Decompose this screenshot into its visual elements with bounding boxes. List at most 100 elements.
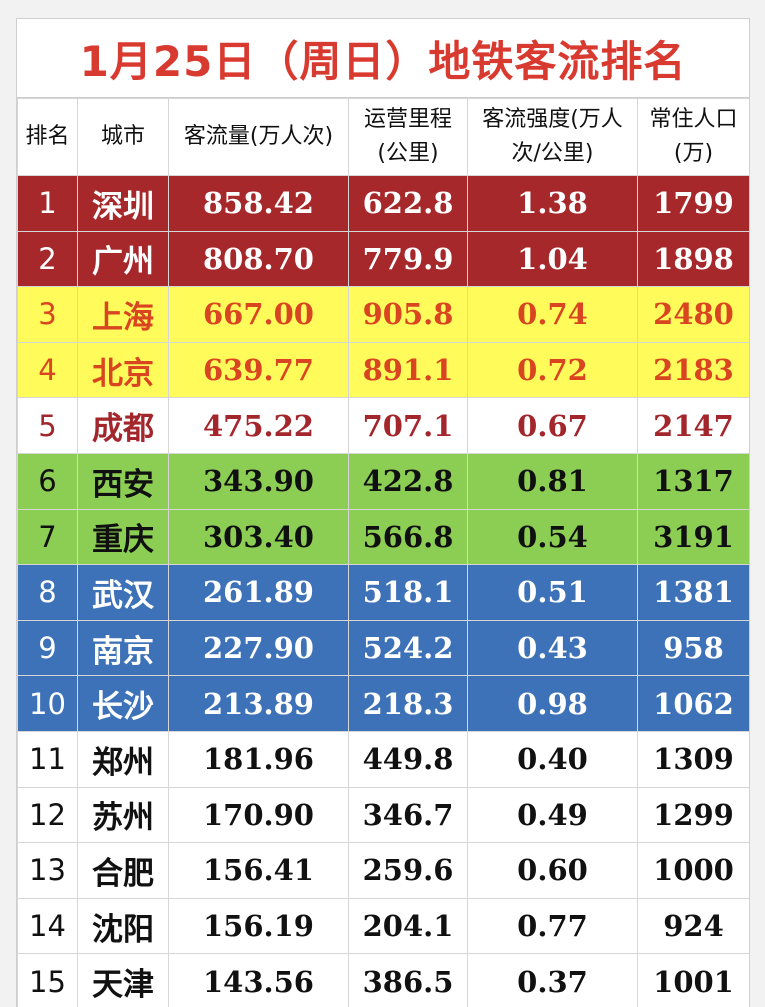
page-title: 1月25日（周日）地铁客流排名 bbox=[17, 19, 749, 98]
flow-cell: 181.96 bbox=[169, 731, 349, 787]
population-cell: 2183 bbox=[638, 342, 750, 398]
rank-cell: 1 bbox=[18, 176, 78, 232]
mileage-cell: 386.5 bbox=[349, 954, 468, 1007]
ranking-card: 1月25日（周日）地铁客流排名 排名 城市 客流量(万人次) 运营里程 (公里)… bbox=[16, 18, 750, 1007]
mileage-cell: 218.3 bbox=[349, 676, 468, 732]
header-intensity: 客流强度(万人 次/公里) bbox=[468, 99, 638, 176]
city-cell: 沈阳 bbox=[78, 898, 169, 954]
mileage-cell: 449.8 bbox=[349, 731, 468, 787]
population-cell: 1309 bbox=[638, 731, 750, 787]
flow-cell: 261.89 bbox=[169, 565, 349, 621]
flow-cell: 170.90 bbox=[169, 787, 349, 843]
intensity-cell: 0.60 bbox=[468, 843, 638, 899]
mileage-cell: 204.1 bbox=[349, 898, 468, 954]
population-cell: 3191 bbox=[638, 509, 750, 565]
intensity-cell: 0.49 bbox=[468, 787, 638, 843]
population-cell: 1299 bbox=[638, 787, 750, 843]
mileage-cell: 346.7 bbox=[349, 787, 468, 843]
population-cell: 1381 bbox=[638, 565, 750, 621]
city-cell: 广州 bbox=[78, 231, 169, 287]
mileage-cell: 707.1 bbox=[349, 398, 468, 454]
rank-cell: 13 bbox=[18, 843, 78, 899]
mileage-cell: 779.9 bbox=[349, 231, 468, 287]
intensity-cell: 1.04 bbox=[468, 231, 638, 287]
mileage-cell: 259.6 bbox=[349, 843, 468, 899]
flow-cell: 213.89 bbox=[169, 676, 349, 732]
mileage-cell: 518.1 bbox=[349, 565, 468, 621]
intensity-cell: 0.77 bbox=[468, 898, 638, 954]
table-header-row: 排名 城市 客流量(万人次) 运营里程 (公里) 客流强度(万人 次/公里) 常… bbox=[18, 99, 750, 176]
flow-cell: 858.42 bbox=[169, 176, 349, 232]
rank-cell: 5 bbox=[18, 398, 78, 454]
mileage-cell: 891.1 bbox=[349, 342, 468, 398]
rank-cell: 15 bbox=[18, 954, 78, 1007]
mileage-cell: 905.8 bbox=[349, 287, 468, 343]
rank-cell: 8 bbox=[18, 565, 78, 621]
population-cell: 958 bbox=[638, 620, 750, 676]
rank-cell: 7 bbox=[18, 509, 78, 565]
intensity-cell: 1.38 bbox=[468, 176, 638, 232]
intensity-cell: 0.51 bbox=[468, 565, 638, 621]
header-population: 常住人口 (万) bbox=[638, 99, 750, 176]
rank-cell: 10 bbox=[18, 676, 78, 732]
flow-cell: 475.22 bbox=[169, 398, 349, 454]
mileage-cell: 422.8 bbox=[349, 453, 468, 509]
intensity-cell: 0.67 bbox=[468, 398, 638, 454]
rank-cell: 12 bbox=[18, 787, 78, 843]
header-city: 城市 bbox=[78, 99, 169, 176]
flow-cell: 156.41 bbox=[169, 843, 349, 899]
ranking-table: 排名 城市 客流量(万人次) 运营里程 (公里) 客流强度(万人 次/公里) 常… bbox=[17, 98, 750, 1007]
city-cell: 郑州 bbox=[78, 731, 169, 787]
population-cell: 924 bbox=[638, 898, 750, 954]
flow-cell: 227.90 bbox=[169, 620, 349, 676]
flow-cell: 303.40 bbox=[169, 509, 349, 565]
city-cell: 合肥 bbox=[78, 843, 169, 899]
population-cell: 1062 bbox=[638, 676, 750, 732]
population-cell: 2147 bbox=[638, 398, 750, 454]
population-cell: 1317 bbox=[638, 453, 750, 509]
rank-cell: 14 bbox=[18, 898, 78, 954]
intensity-cell: 0.74 bbox=[468, 287, 638, 343]
population-cell: 1001 bbox=[638, 954, 750, 1007]
header-mileage: 运营里程 (公里) bbox=[349, 99, 468, 176]
city-cell: 成都 bbox=[78, 398, 169, 454]
mileage-cell: 566.8 bbox=[349, 509, 468, 565]
intensity-cell: 0.54 bbox=[468, 509, 638, 565]
rank-cell: 4 bbox=[18, 342, 78, 398]
header-rank: 排名 bbox=[18, 99, 78, 176]
intensity-cell: 0.37 bbox=[468, 954, 638, 1007]
flow-cell: 667.00 bbox=[169, 287, 349, 343]
population-cell: 1000 bbox=[638, 843, 750, 899]
population-cell: 1898 bbox=[638, 231, 750, 287]
intensity-cell: 0.81 bbox=[468, 453, 638, 509]
rank-cell: 3 bbox=[18, 287, 78, 343]
city-cell: 深圳 bbox=[78, 176, 169, 232]
population-cell: 1799 bbox=[638, 176, 750, 232]
flow-cell: 639.77 bbox=[169, 342, 349, 398]
rank-cell: 9 bbox=[18, 620, 78, 676]
flow-cell: 808.70 bbox=[169, 231, 349, 287]
rank-cell: 11 bbox=[18, 731, 78, 787]
flow-cell: 343.90 bbox=[169, 453, 349, 509]
city-cell: 武汉 bbox=[78, 565, 169, 621]
rank-cell: 2 bbox=[18, 231, 78, 287]
mileage-cell: 622.8 bbox=[349, 176, 468, 232]
city-cell: 北京 bbox=[78, 342, 169, 398]
flow-cell: 156.19 bbox=[169, 898, 349, 954]
flow-cell: 143.56 bbox=[169, 954, 349, 1007]
city-cell: 上海 bbox=[78, 287, 169, 343]
intensity-cell: 0.72 bbox=[468, 342, 638, 398]
